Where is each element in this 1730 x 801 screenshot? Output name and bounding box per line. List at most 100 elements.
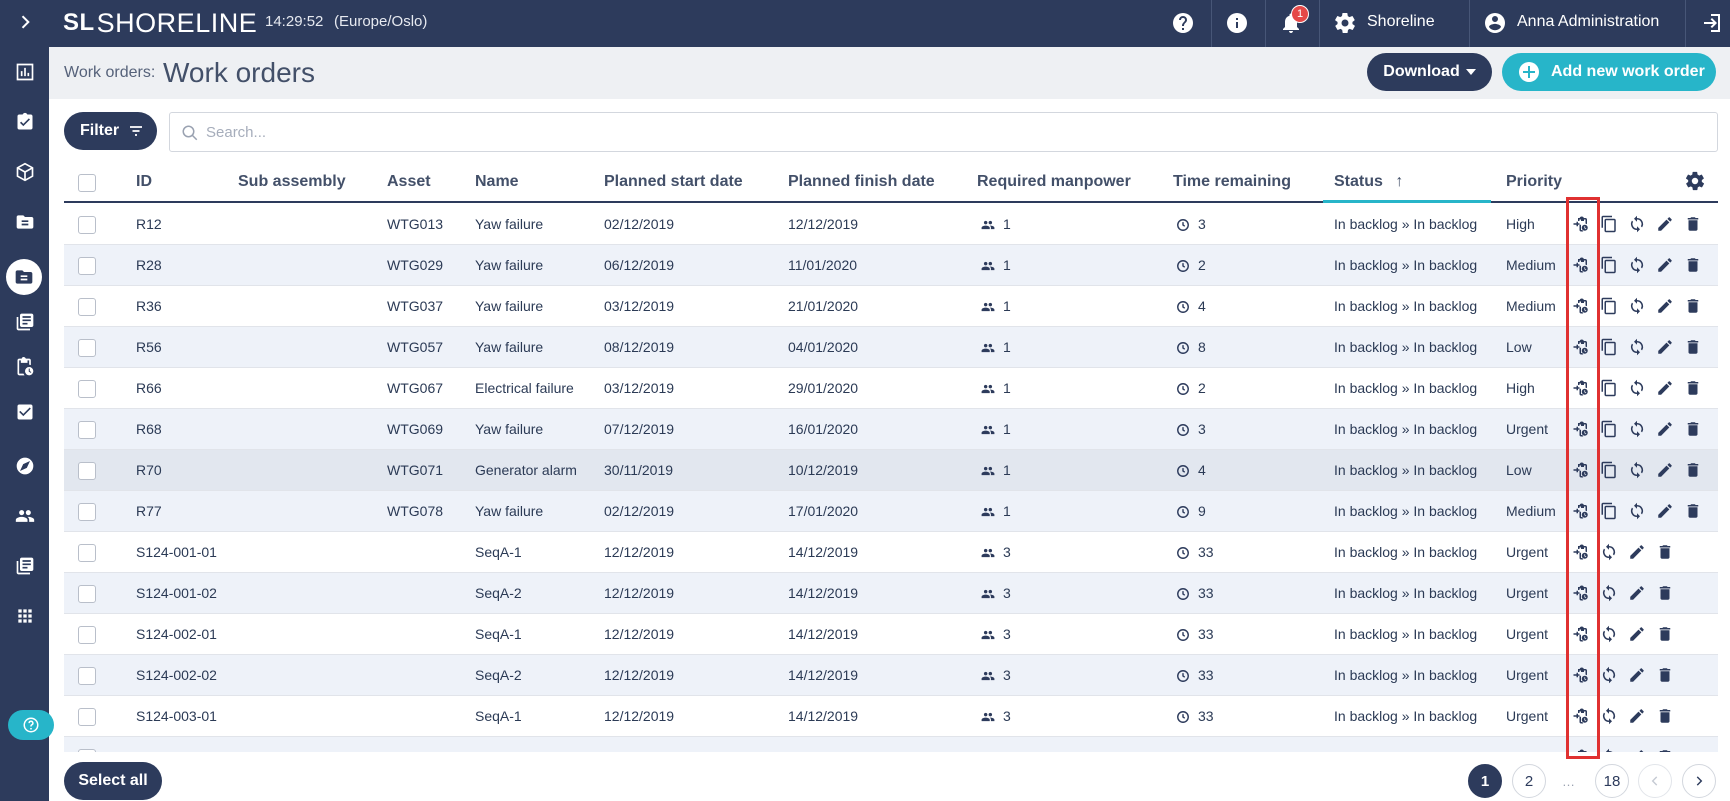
col-id[interactable]: ID <box>136 173 152 190</box>
col-planned-finish[interactable]: Planned finish date <box>788 173 935 190</box>
row-checkbox[interactable] <box>78 626 96 644</box>
select-all-button[interactable]: Select all <box>64 762 162 800</box>
add-to-checklist-icon[interactable] <box>1572 625 1590 643</box>
nav-checklists[interactable] <box>0 349 49 385</box>
delete-trash-icon[interactable] <box>1684 215 1702 233</box>
row-checkbox[interactable] <box>78 585 96 603</box>
sync-icon[interactable] <box>1600 666 1618 684</box>
delete-trash-icon[interactable] <box>1684 256 1702 274</box>
table-row[interactable]: R70 WTG071 Generator alarm 30/11/2019 10/12/… <box>64 450 1718 491</box>
table-row[interactable]: R36 WTG037 Yaw failure 03/12/2019 21/01/2020… <box>64 286 1718 327</box>
column-settings-icon[interactable] <box>1684 170 1706 192</box>
edit-pencil-icon[interactable] <box>1656 420 1674 438</box>
add-to-checklist-icon[interactable] <box>1572 215 1590 233</box>
delete-trash-icon[interactable] <box>1684 338 1702 356</box>
sync-icon[interactable] <box>1628 461 1646 479</box>
sync-icon[interactable] <box>1628 297 1646 315</box>
sync-icon[interactable] <box>1600 748 1618 752</box>
add-to-checklist-icon[interactable] <box>1572 666 1590 684</box>
col-name[interactable]: Name <box>475 173 519 190</box>
add-to-checklist-icon[interactable] <box>1572 543 1590 561</box>
row-checkbox[interactable] <box>78 462 96 480</box>
add-to-checklist-icon[interactable] <box>1572 379 1590 397</box>
sync-icon[interactable] <box>1600 625 1618 643</box>
nav-dashboard[interactable] <box>0 54 49 90</box>
notifications-bell-icon[interactable]: 1 <box>1279 5 1309 35</box>
edit-pencil-icon[interactable] <box>1628 543 1646 561</box>
copy-icon[interactable] <box>1600 256 1618 274</box>
table-row[interactable]: R56 WTG057 Yaw failure 08/12/2019 04/01/2020… <box>64 327 1718 368</box>
nav-tasks[interactable] <box>0 104 49 140</box>
table-row[interactable]: R66 WTG067 Electrical failure 03/12/2019 29/… <box>64 368 1718 409</box>
delete-trash-icon[interactable] <box>1684 461 1702 479</box>
row-checkbox[interactable] <box>78 257 96 275</box>
help-button[interactable] <box>8 710 54 740</box>
sync-icon[interactable] <box>1628 338 1646 356</box>
row-checkbox[interactable] <box>78 421 96 439</box>
nav-library[interactable] <box>0 304 49 340</box>
table-row[interactable]: S124-001-02 SeqA-2 12/12/2019 14/12/2019 3 33… <box>64 573 1718 614</box>
sync-icon[interactable] <box>1628 502 1646 520</box>
filter-button[interactable]: Filter <box>64 112 157 150</box>
add-to-checklist-icon[interactable] <box>1572 707 1590 725</box>
col-planned-start[interactable]: Planned start date <box>604 173 743 190</box>
table-row[interactable]: S124-001-01 SeqA-1 12/12/2019 14/12/2019 3 33… <box>64 532 1718 573</box>
row-checkbox[interactable] <box>78 339 96 357</box>
expand-nav-button[interactable] <box>0 4 49 40</box>
edit-pencil-icon[interactable] <box>1656 379 1674 397</box>
delete-trash-icon[interactable] <box>1684 502 1702 520</box>
nav-documents[interactable] <box>0 204 49 240</box>
table-row[interactable]: S124-003-01 SeqA-1 12/12/2019 14/12/2019 3 33… <box>64 696 1718 737</box>
next-page-button[interactable] <box>1682 764 1716 798</box>
delete-trash-icon[interactable] <box>1656 584 1674 602</box>
copy-icon[interactable] <box>1600 297 1618 315</box>
info-icon[interactable] <box>1225 11 1249 35</box>
row-checkbox[interactable] <box>78 708 96 726</box>
copy-icon[interactable] <box>1600 502 1618 520</box>
table-row[interactable]: R68 WTG069 Yaw failure 07/12/2019 16/01/2020… <box>64 409 1718 450</box>
delete-trash-icon[interactable] <box>1684 379 1702 397</box>
sync-icon[interactable] <box>1600 707 1618 725</box>
col-required-manpower[interactable]: Required manpower <box>977 173 1131 190</box>
nav-reports[interactable] <box>0 548 49 584</box>
add-to-checklist-icon[interactable] <box>1572 584 1590 602</box>
row-checkbox[interactable] <box>78 667 96 685</box>
delete-trash-icon[interactable] <box>1656 666 1674 684</box>
delete-trash-icon[interactable] <box>1656 625 1674 643</box>
delete-trash-icon[interactable] <box>1656 748 1674 752</box>
sync-icon[interactable] <box>1628 215 1646 233</box>
copy-icon[interactable] <box>1600 461 1618 479</box>
col-status[interactable]: Status ↑ <box>1334 173 1403 191</box>
nav-assets[interactable] <box>0 154 49 190</box>
row-checkbox[interactable] <box>78 503 96 521</box>
select-all-checkbox[interactable] <box>78 174 96 192</box>
edit-pencil-icon[interactable] <box>1628 625 1646 643</box>
nav-approvals[interactable] <box>0 394 49 430</box>
col-priority[interactable]: Priority <box>1506 173 1563 190</box>
add-to-checklist-icon[interactable] <box>1572 502 1590 520</box>
sync-icon[interactable] <box>1600 584 1618 602</box>
table-row[interactable]: R28 WTG029 Yaw failure 06/12/2019 11/01/2020… <box>64 245 1718 286</box>
add-to-checklist-icon[interactable] <box>1572 420 1590 438</box>
download-button[interactable]: Download <box>1367 53 1492 91</box>
table-row[interactable]: S124-002-02 SeqA-2 12/12/2019 14/12/2019 3 33… <box>64 655 1718 696</box>
add-to-checklist-icon[interactable] <box>1572 297 1590 315</box>
copy-icon[interactable] <box>1600 420 1618 438</box>
edit-pencil-icon[interactable] <box>1656 502 1674 520</box>
row-checkbox[interactable] <box>78 544 96 562</box>
nav-apps[interactable] <box>0 598 49 634</box>
add-work-order-button[interactable]: Add new work order <box>1502 53 1716 91</box>
org-name[interactable]: Shoreline <box>1367 13 1435 30</box>
edit-pencil-icon[interactable] <box>1656 338 1674 356</box>
sync-icon[interactable] <box>1628 379 1646 397</box>
settings-gear-icon[interactable] <box>1333 11 1357 35</box>
col-time-remaining[interactable]: Time remaining <box>1173 173 1291 190</box>
edit-pencil-icon[interactable] <box>1628 707 1646 725</box>
edit-pencil-icon[interactable] <box>1628 584 1646 602</box>
row-checkbox[interactable] <box>78 380 96 398</box>
add-to-checklist-icon[interactable] <box>1572 338 1590 356</box>
nav-explore[interactable] <box>0 448 49 484</box>
row-checkbox[interactable] <box>78 216 96 234</box>
delete-trash-icon[interactable] <box>1656 543 1674 561</box>
delete-trash-icon[interactable] <box>1656 707 1674 725</box>
